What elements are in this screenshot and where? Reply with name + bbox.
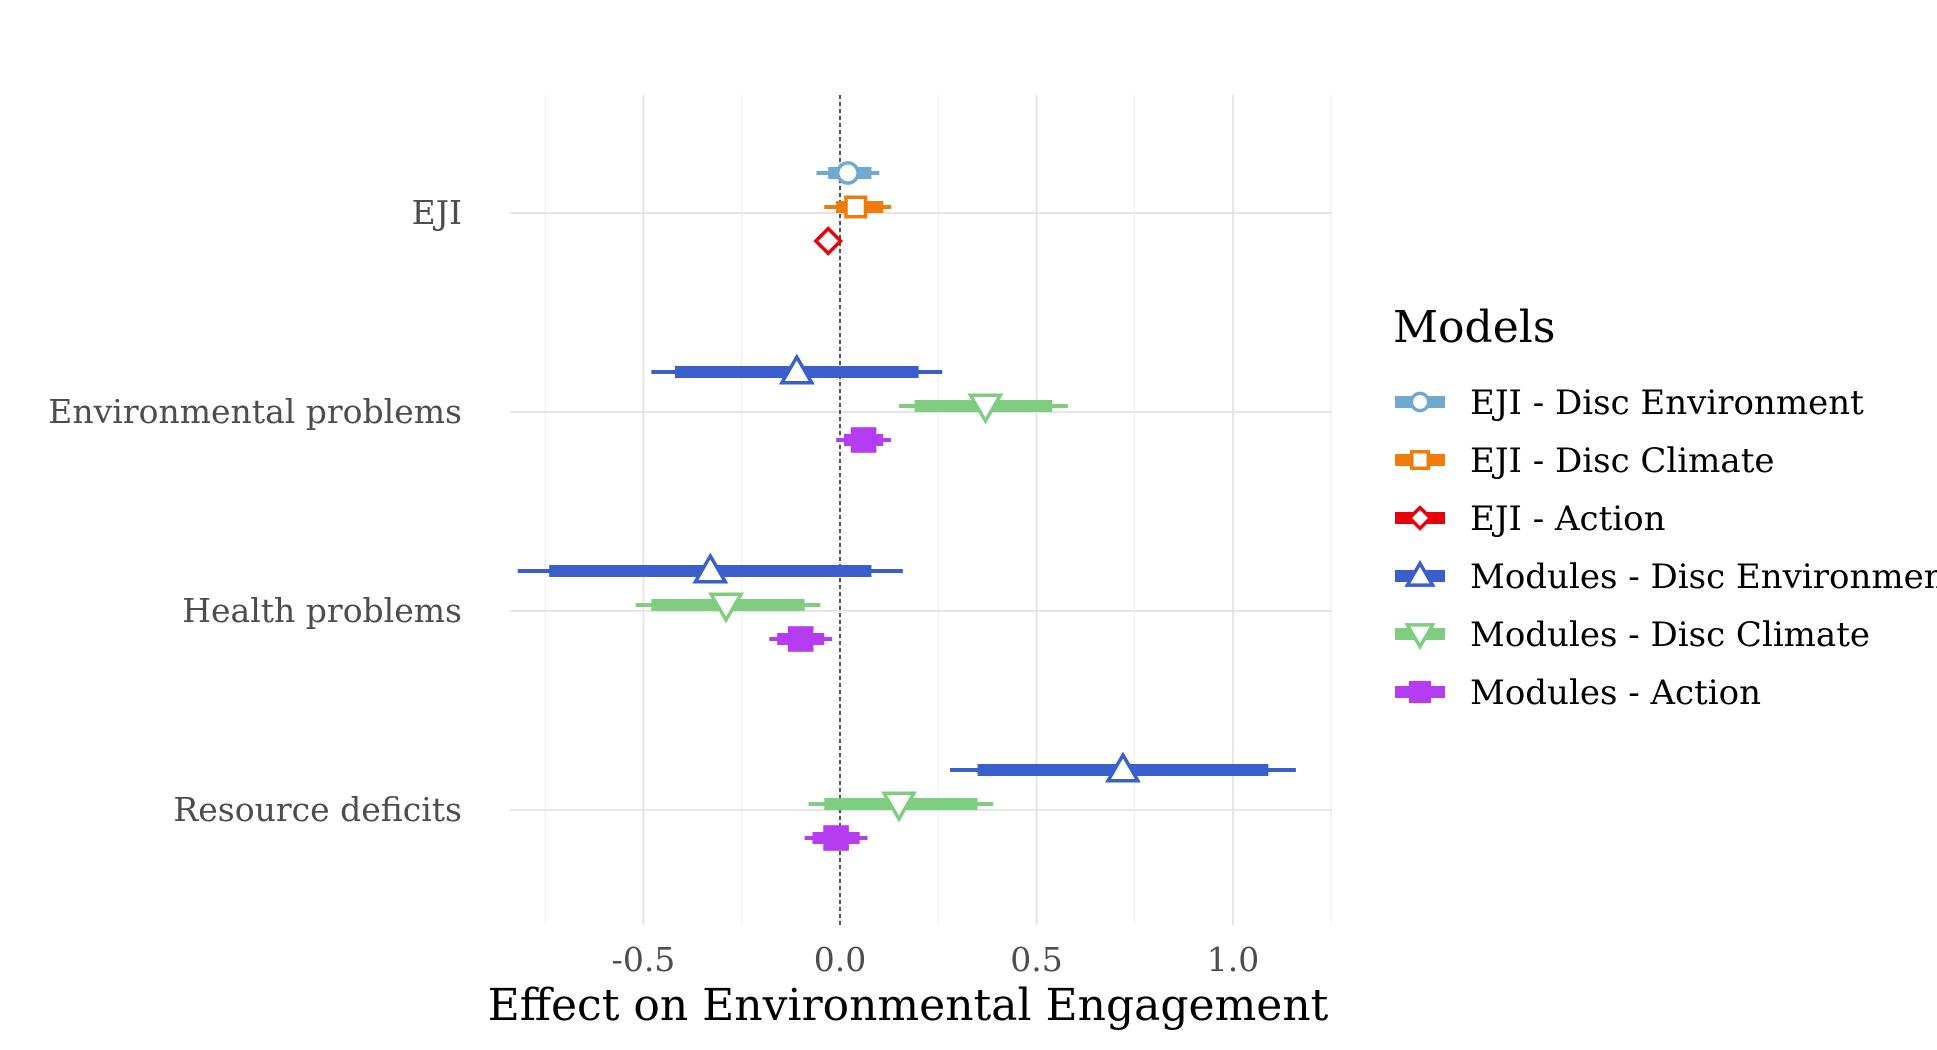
- legend-key-marker: [1408, 680, 1432, 704]
- series-point-group: [517, 552, 903, 584]
- legend-key-marker: [1410, 450, 1430, 470]
- legend-label: Modules - Disc Environment: [1470, 557, 1937, 597]
- point-estimate-marker: [1104, 751, 1141, 783]
- legend-label: EJI - Disc Environment: [1470, 383, 1864, 423]
- point-estimate-marker: [835, 161, 860, 185]
- series-point-group: [836, 427, 892, 453]
- x-tick-label: 0.5: [1010, 940, 1062, 979]
- point-estimate-marker: [813, 226, 844, 256]
- legend-item: Modules - Disc Climate: [1395, 615, 1870, 655]
- legend-item: EJI - Disc Environment: [1395, 383, 1864, 423]
- y-axis-labels: EJI Environmental problems Health problems…: [48, 193, 462, 829]
- legend-label: Modules - Action: [1470, 673, 1761, 713]
- legend-label: EJI - Action: [1470, 499, 1665, 539]
- legend-title: Models: [1393, 302, 1555, 353]
- legend-label: Modules - Disc Climate: [1470, 615, 1870, 655]
- y-tick-label: Resource deficits: [173, 790, 462, 829]
- x-tick-label: 1.0: [1207, 940, 1259, 979]
- point-estimate-marker: [844, 195, 868, 219]
- series-group: [517, 161, 1296, 851]
- series-point-group: [769, 626, 833, 652]
- legend-key-marker: [1404, 623, 1436, 651]
- point-estimate-marker: [692, 552, 729, 584]
- series-point-group: [635, 592, 821, 624]
- point-estimate-marker: [708, 592, 745, 624]
- legend-key-marker: [1404, 559, 1436, 587]
- series-point-group: [813, 226, 844, 256]
- x-tick-label: -0.5: [612, 940, 676, 979]
- point-estimate-marker: [967, 393, 1004, 425]
- x-tick-label: 0.0: [814, 940, 866, 979]
- series-point-group: [824, 195, 892, 219]
- legend: Models EJI - Disc Environment EJI - Disc C…: [1393, 302, 1937, 713]
- series-point-group: [651, 353, 943, 385]
- legend-item: EJI - Disc Climate: [1395, 441, 1774, 481]
- legend-item: Modules - Disc Environment: [1395, 557, 1937, 597]
- series-point-group: [816, 161, 880, 185]
- series-point-group: [950, 751, 1296, 783]
- y-tick-label: EJI: [412, 193, 462, 232]
- point-estimate-marker: [850, 427, 877, 453]
- series-point-group: [808, 791, 994, 823]
- legend-key-marker: [1409, 391, 1431, 413]
- legend-item: EJI - Action: [1395, 499, 1665, 539]
- legend-label: EJI - Disc Climate: [1470, 441, 1774, 481]
- series-point-group: [804, 825, 868, 851]
- x-axis-title: Effect on Environmental Engagement: [488, 980, 1329, 1031]
- legend-item: Modules - Action: [1395, 673, 1761, 713]
- point-estimate-marker: [787, 626, 814, 652]
- y-tick-label: Environmental problems: [48, 392, 462, 431]
- point-estimate-marker: [880, 791, 917, 823]
- y-tick-label: Health problems: [182, 591, 462, 630]
- point-estimate-marker: [823, 825, 849, 851]
- legend-key-marker: [1407, 505, 1433, 531]
- series-point-group: [898, 393, 1068, 425]
- point-estimate-marker: [778, 353, 815, 385]
- x-axis-labels: -0.5 0.0 0.5 1.0: [612, 940, 1260, 979]
